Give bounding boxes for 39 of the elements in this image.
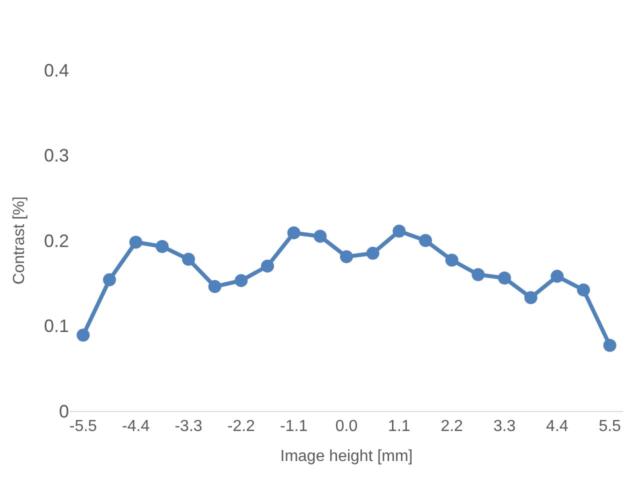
- point: [472, 268, 485, 282]
- y-tick-label: 0: [58, 401, 69, 422]
- x-tick-label: 4.4: [546, 418, 568, 436]
- point: [577, 283, 590, 296]
- point: [129, 236, 142, 249]
- y-tick-label: 0.3: [44, 146, 69, 166]
- point: [524, 291, 538, 304]
- point: [340, 250, 353, 264]
- point: [76, 328, 90, 342]
- point: [314, 230, 327, 243]
- point: [419, 234, 432, 247]
- x-tick-label: -4.4: [122, 418, 150, 436]
- point: [392, 224, 406, 238]
- point: [156, 240, 169, 253]
- x-tick-label: 3.3: [493, 418, 516, 436]
- x-tick-label: -3.3: [174, 418, 202, 436]
- x-tick-label: 0.0: [335, 418, 358, 436]
- point: [182, 252, 195, 266]
- y-axis-title: Contrast [%]: [10, 196, 28, 285]
- x-tick-label: -5.5: [69, 418, 98, 436]
- point: [261, 260, 274, 273]
- point: [234, 274, 248, 288]
- x-axis-title: Image height [mm]: [280, 448, 413, 465]
- point: [366, 246, 380, 260]
- point: [287, 226, 300, 240]
- point: [208, 280, 222, 294]
- point: [445, 254, 458, 267]
- y-tick-label: 0.2: [44, 230, 69, 251]
- x-tick-label: -2.2: [227, 418, 256, 436]
- point: [550, 270, 564, 283]
- point: [603, 338, 616, 352]
- x-tick-label: 5.5: [598, 418, 622, 436]
- x-tick-label: 2.2: [440, 418, 464, 436]
- point: [103, 273, 116, 286]
- point: [498, 272, 511, 285]
- x-tick-label: 1.1: [388, 418, 410, 436]
- x-tick-label: -1.1: [280, 418, 308, 436]
- y-tick-label: 0.4: [44, 60, 69, 80]
- y-tick-label: 0.1: [44, 316, 69, 336]
